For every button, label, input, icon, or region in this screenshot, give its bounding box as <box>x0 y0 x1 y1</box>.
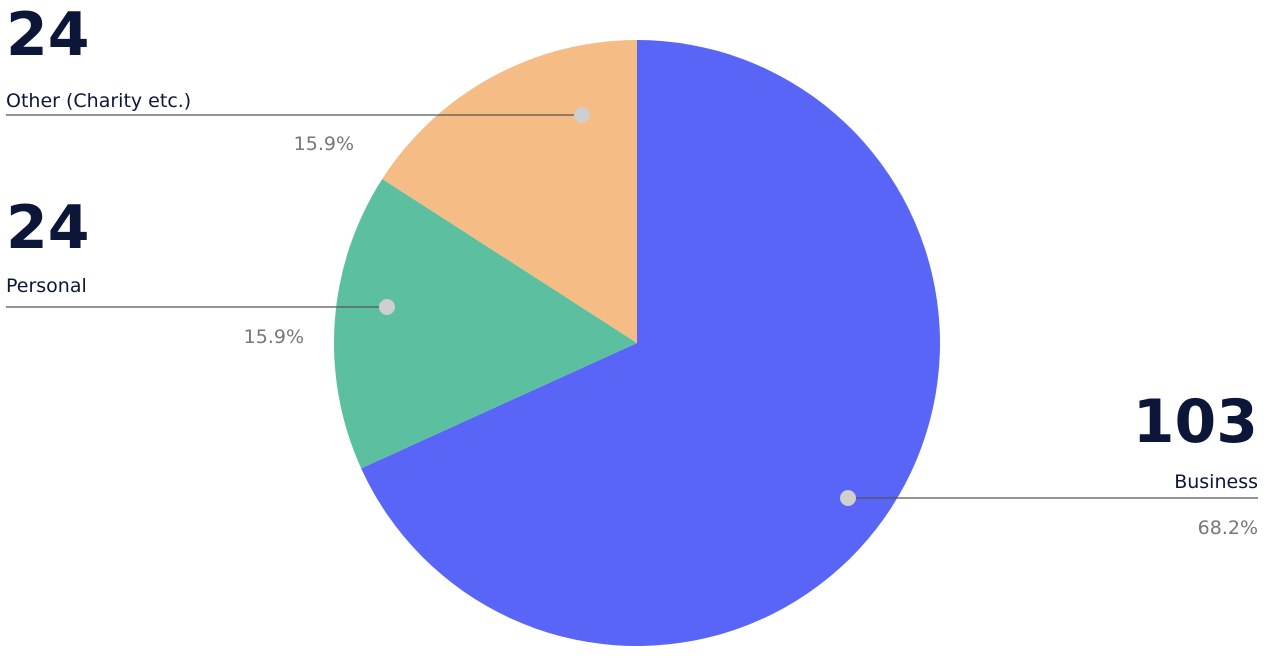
category-label: Personal <box>6 275 87 297</box>
value-label: 103 <box>1133 387 1258 457</box>
percentage-label: 15.9% <box>244 326 304 348</box>
pie-slice <box>382 39 637 343</box>
leader-dot <box>379 299 395 315</box>
pie-slice <box>361 40 940 647</box>
pie-slice <box>334 178 637 469</box>
percentage-label: 68.2% <box>1198 517 1258 539</box>
percentage-label: 15.9% <box>294 133 354 155</box>
leader-dot <box>574 107 590 123</box>
leader-dot <box>840 490 856 506</box>
category-label: Other (Charity etc.) <box>6 90 191 112</box>
value-label: 24 <box>6 0 90 70</box>
category-label: Business <box>1174 471 1258 493</box>
value-label: 24 <box>6 193 90 263</box>
